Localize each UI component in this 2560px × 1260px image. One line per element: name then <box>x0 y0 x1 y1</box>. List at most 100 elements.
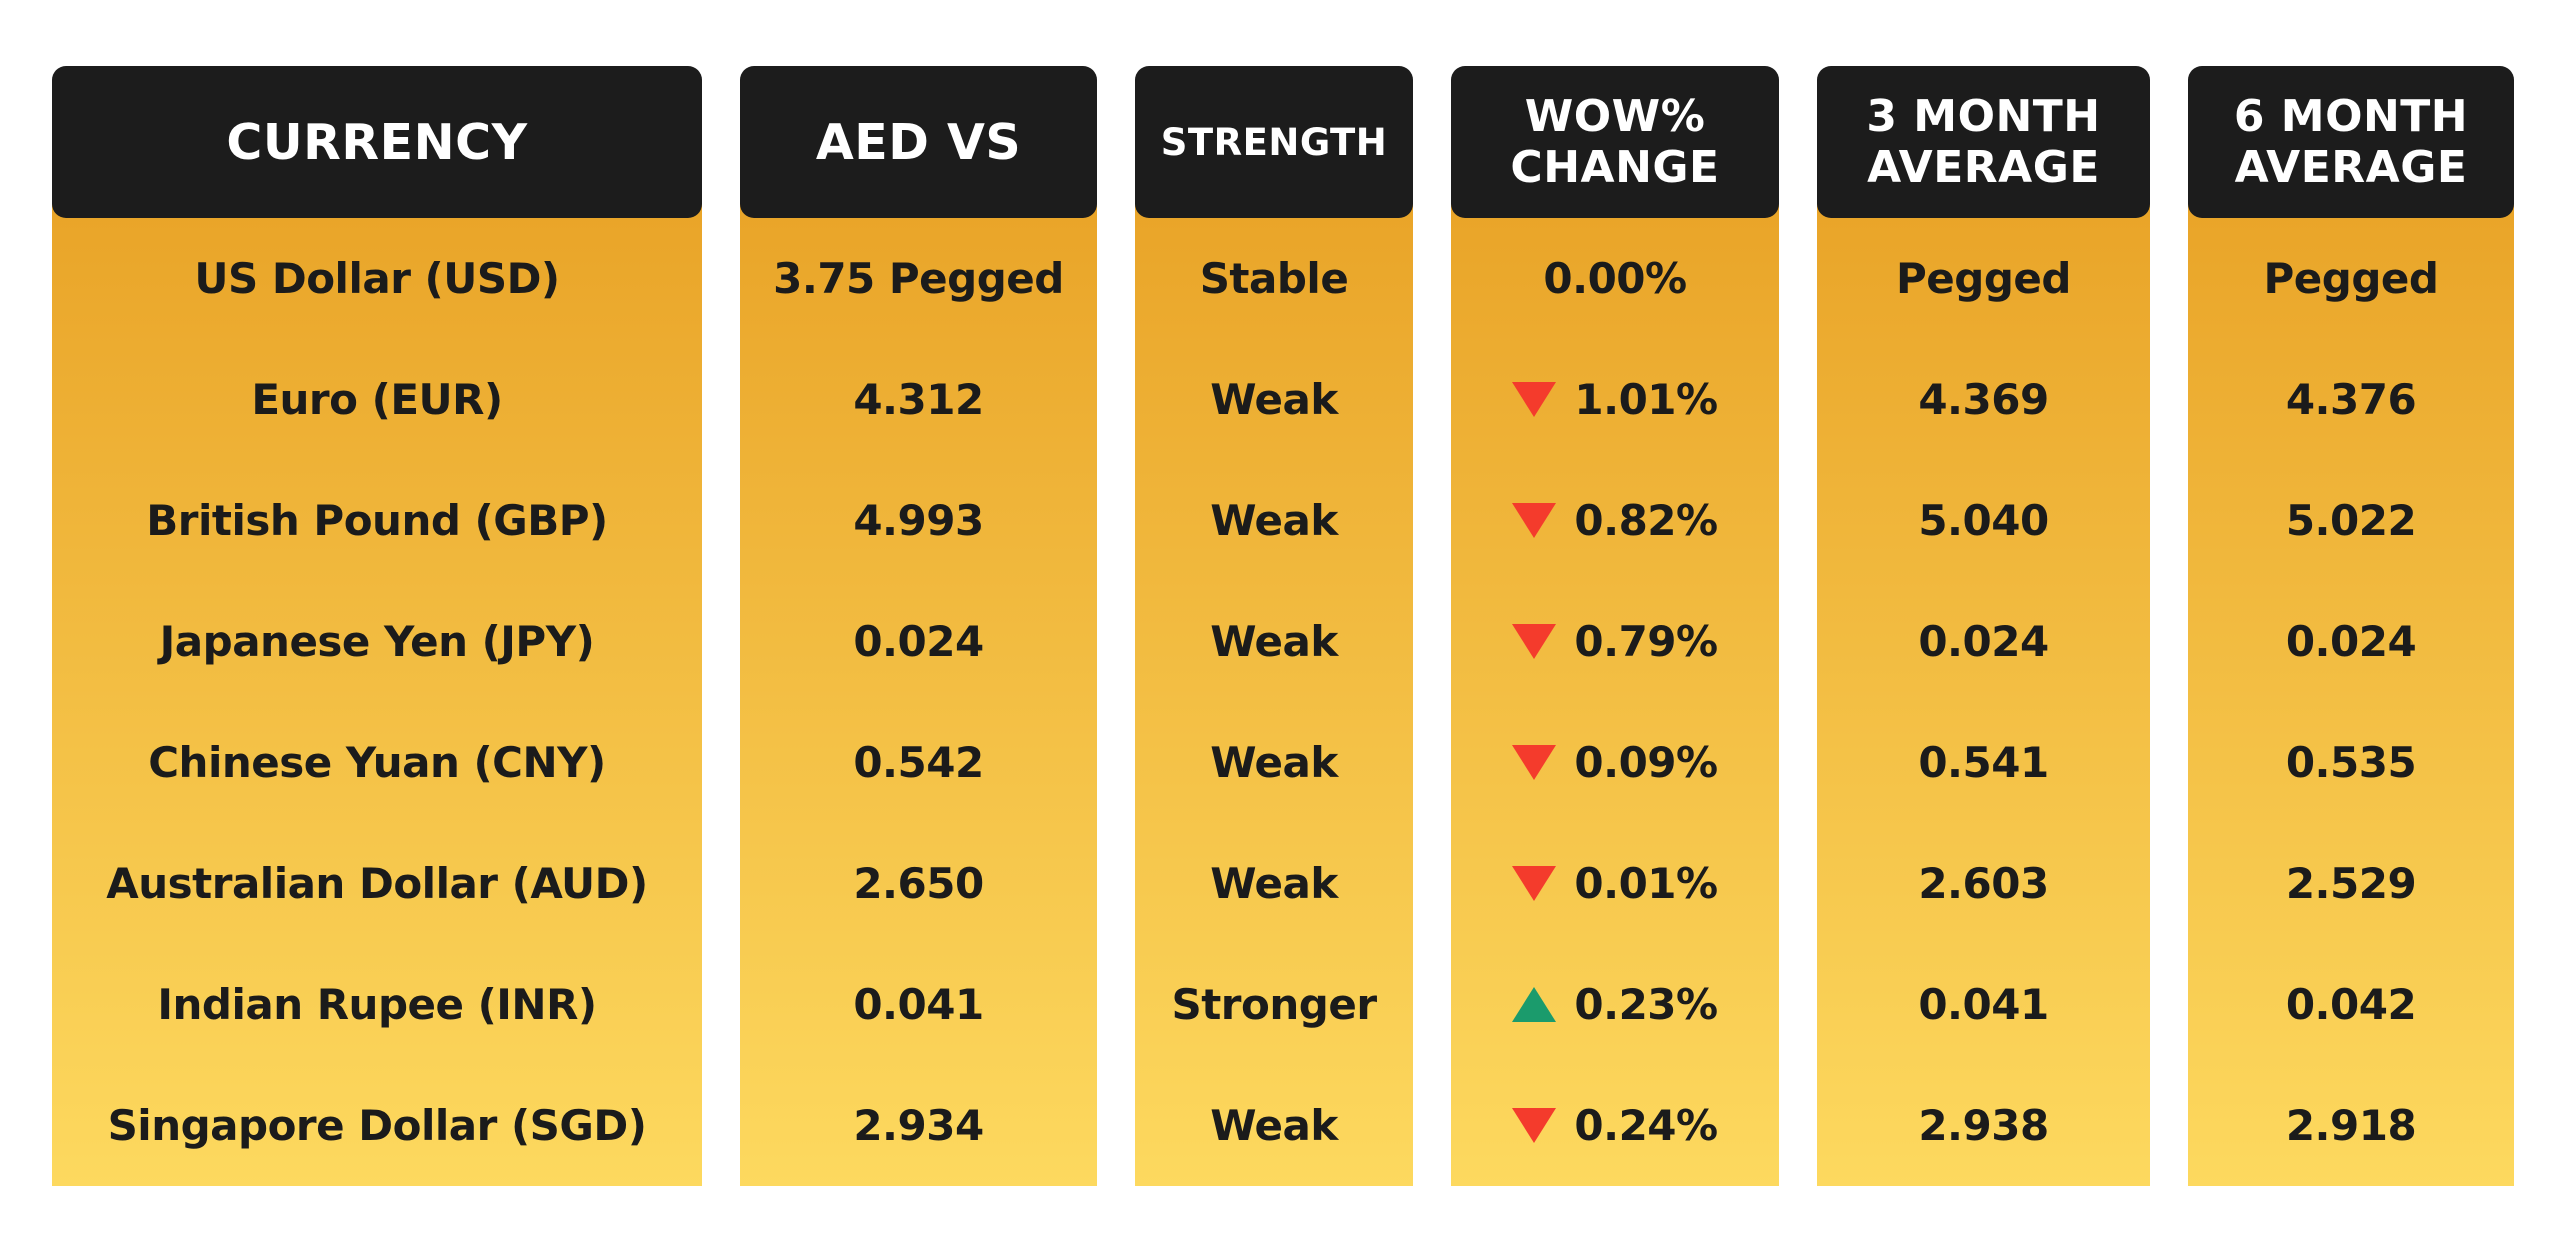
cell-wow-change-row-7: 0.24% <box>1451 1065 1779 1186</box>
cell-value: 2.938 <box>1918 1101 2049 1150</box>
cell-value: 1.01% <box>1574 375 1718 424</box>
cell-wow-change-row-2: 0.82% <box>1451 460 1779 581</box>
cell-3-month-average-row-0: Pegged <box>1817 218 2150 339</box>
cell-3-month-average-row-7: 2.938 <box>1817 1065 2150 1186</box>
cell-currency-row-4: Chinese Yuan (CNY) <box>52 702 702 823</box>
cell-value: Pegged <box>1896 254 2071 303</box>
trend-down-icon <box>1512 866 1557 901</box>
cell-value: 0.042 <box>2285 980 2417 1029</box>
column-body-currency: US Dollar (USD) Euro (EUR) British Pound (… <box>52 202 702 1186</box>
cell-3-month-average-row-6: 0.041 <box>1817 944 2150 1065</box>
cell-6-month-average-row-3: 0.024 <box>2188 581 2514 702</box>
column-header-6-month-average: 6 MONTH AVERAGE <box>2188 66 2514 218</box>
trend-up-icon <box>1512 987 1557 1022</box>
cell-aed-vs-row-1: 4.312 <box>740 339 1097 460</box>
cell-value: Weak <box>1210 496 1338 545</box>
column-header-aed-vs: AED VS <box>740 66 1097 218</box>
cell-aed-vs-row-7: 2.934 <box>740 1065 1097 1186</box>
cell-value: 2.918 <box>2285 1101 2417 1150</box>
cell-strength-row-4: Weak <box>1135 702 1413 823</box>
cell-value: Weak <box>1210 617 1338 666</box>
cell-value: 0.041 <box>1918 980 2049 1029</box>
cell-value: 4.369 <box>1918 375 2049 424</box>
cell-strength-row-1: Weak <box>1135 339 1413 460</box>
cell-wow-change-row-0: 0.00% <box>1451 218 1779 339</box>
cell-value: 4.312 <box>853 375 984 424</box>
cell-value: Chinese Yuan (CNY) <box>148 738 606 787</box>
cell-value: 0.09% <box>1574 738 1718 787</box>
trend-down-icon <box>1512 745 1557 780</box>
cell-currency-row-3: Japanese Yen (JPY) <box>52 581 702 702</box>
cell-3-month-average-row-5: 2.603 <box>1817 823 2150 944</box>
cell-value: 0.82% <box>1574 496 1718 545</box>
cell-6-month-average-row-2: 5.022 <box>2188 460 2514 581</box>
column-body-strength: Stable Weak Weak Weak Weak Weak Stronger Weak <box>1135 202 1413 1186</box>
cell-value: 5.022 <box>2285 496 2417 545</box>
trend-down-icon <box>1512 1108 1557 1143</box>
cell-value: Singapore Dollar (SGD) <box>107 1101 647 1150</box>
trend-down-icon <box>1512 624 1557 659</box>
cell-wow-change-row-3: 0.79% <box>1451 581 1779 702</box>
cell-value: 0.542 <box>853 738 984 787</box>
cell-value: Indian Rupee (INR) <box>157 980 597 1029</box>
cell-currency-row-6: Indian Rupee (INR) <box>52 944 702 1065</box>
cell-currency-row-5: Australian Dollar (AUD) <box>52 823 702 944</box>
cell-6-month-average-row-5: 2.529 <box>2188 823 2514 944</box>
trend-down-icon <box>1512 503 1557 538</box>
cell-currency-row-1: Euro (EUR) <box>52 339 702 460</box>
cell-currency-row-2: British Pound (GBP) <box>52 460 702 581</box>
cell-strength-row-7: Weak <box>1135 1065 1413 1186</box>
cell-value: Stronger <box>1171 980 1377 1029</box>
cell-value: 0.01% <box>1574 859 1718 908</box>
cell-value: 2.529 <box>2285 859 2417 908</box>
column-6-month-average: 6 MONTH AVERAGE Pegged 4.376 5.022 0.024 0.53… <box>2188 66 2514 1186</box>
cell-value: Stable <box>1199 254 1349 303</box>
cell-strength-row-0: Stable <box>1135 218 1413 339</box>
column-strength: STRENGTH Stable Weak Weak Weak Weak Weak Strong… <box>1135 66 1413 1186</box>
column-body-aed-vs: 3.75 Pegged 4.312 4.993 0.024 0.542 2.650 0.04… <box>740 202 1097 1186</box>
cell-3-month-average-row-4: 0.541 <box>1817 702 2150 823</box>
cell-value: 0.24% <box>1574 1101 1718 1150</box>
column-header-label: WOW% CHANGE <box>1510 90 1720 193</box>
cell-3-month-average-row-1: 4.369 <box>1817 339 2150 460</box>
cell-6-month-average-row-7: 2.918 <box>2188 1065 2514 1186</box>
column-header-label: 3 MONTH AVERAGE <box>1866 90 2101 193</box>
cell-value: 0.23% <box>1574 980 1718 1029</box>
cell-value: 0.541 <box>1918 738 2049 787</box>
column-currency: CURRENCY US Dollar (USD) Euro (EUR) British… <box>52 66 702 1186</box>
cell-value: 4.376 <box>2285 375 2417 424</box>
cell-strength-row-6: Stronger <box>1135 944 1413 1065</box>
cell-6-month-average-row-0: Pegged <box>2188 218 2514 339</box>
cell-value: 0.535 <box>2285 738 2417 787</box>
column-body-6-month-average: Pegged 4.376 5.022 0.024 0.535 2.529 0.042 2.91… <box>2188 202 2514 1186</box>
column-header-wow-change: WOW% CHANGE <box>1451 66 1779 218</box>
cell-strength-row-3: Weak <box>1135 581 1413 702</box>
column-header-label: 6 MONTH AVERAGE <box>2233 90 2469 193</box>
cell-value: Weak <box>1210 859 1338 908</box>
cell-3-month-average-row-2: 5.040 <box>1817 460 2150 581</box>
column-header-currency: CURRENCY <box>52 66 702 218</box>
cell-currency-row-0: US Dollar (USD) <box>52 218 702 339</box>
cell-aed-vs-row-6: 0.041 <box>740 944 1097 1065</box>
cell-value: 0.041 <box>853 980 984 1029</box>
cell-value: 3.75 Pegged <box>773 254 1064 303</box>
cell-wow-change-row-5: 0.01% <box>1451 823 1779 944</box>
column-body-wow-change: 0.00% 1.01% 0.82% 0.79% 0.09% 0.01% 0.23% 0.24% <box>1451 202 1779 1186</box>
cell-aed-vs-row-5: 2.650 <box>740 823 1097 944</box>
cell-value: Japanese Yen (JPY) <box>159 617 595 666</box>
cell-wow-change-row-1: 1.01% <box>1451 339 1779 460</box>
cell-aed-vs-row-0: 3.75 Pegged <box>740 218 1097 339</box>
column-wow-change: WOW% CHANGE 0.00% 1.01% 0.82% 0.79% 0.09% 0.01… <box>1451 66 1779 1186</box>
cell-value: Weak <box>1210 1101 1338 1150</box>
cell-6-month-average-row-1: 4.376 <box>2188 339 2514 460</box>
cell-value: 2.934 <box>853 1101 984 1150</box>
cell-value: Euro (EUR) <box>251 375 503 424</box>
cell-wow-change-row-4: 0.09% <box>1451 702 1779 823</box>
cell-value: Australian Dollar (AUD) <box>106 859 648 908</box>
cell-value: 5.040 <box>1918 496 2049 545</box>
cell-value: 0.024 <box>2285 617 2417 666</box>
cell-aed-vs-row-3: 0.024 <box>740 581 1097 702</box>
cell-aed-vs-row-2: 4.993 <box>740 460 1097 581</box>
cell-value: 0.024 <box>853 617 984 666</box>
